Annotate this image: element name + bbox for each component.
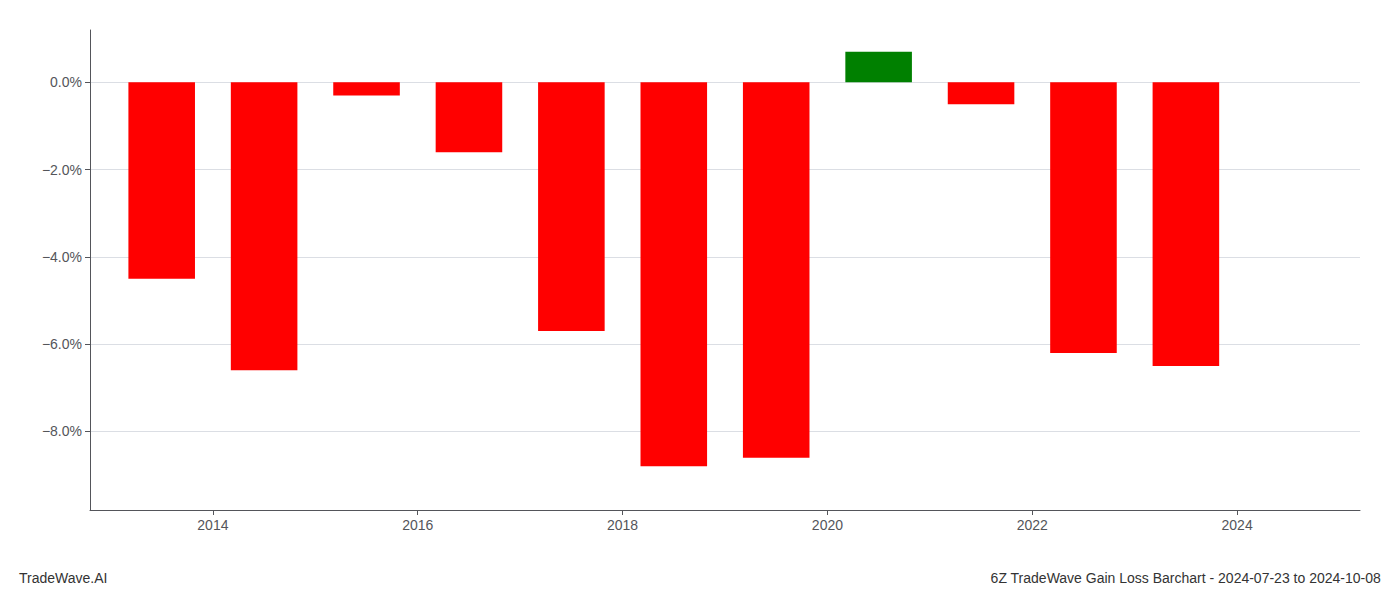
svg-text:TradeWave.AI: TradeWave.AI xyxy=(19,570,107,586)
svg-text:2024: 2024 xyxy=(1222,517,1253,533)
svg-text:2022: 2022 xyxy=(1017,517,1048,533)
svg-text:−2.0%: −2.0% xyxy=(42,162,82,178)
svg-text:6Z TradeWave Gain Loss Barchar: 6Z TradeWave Gain Loss Barchart - 2024-0… xyxy=(991,570,1381,586)
svg-text:2020: 2020 xyxy=(812,517,843,533)
svg-text:2014: 2014 xyxy=(197,517,228,533)
svg-text:−6.0%: −6.0% xyxy=(42,336,82,352)
svg-text:2018: 2018 xyxy=(607,517,638,533)
svg-text:−8.0%: −8.0% xyxy=(42,423,82,439)
svg-text:−4.0%: −4.0% xyxy=(42,249,82,265)
svg-text:2016: 2016 xyxy=(402,517,433,533)
svg-text:0.0%: 0.0% xyxy=(50,74,82,90)
